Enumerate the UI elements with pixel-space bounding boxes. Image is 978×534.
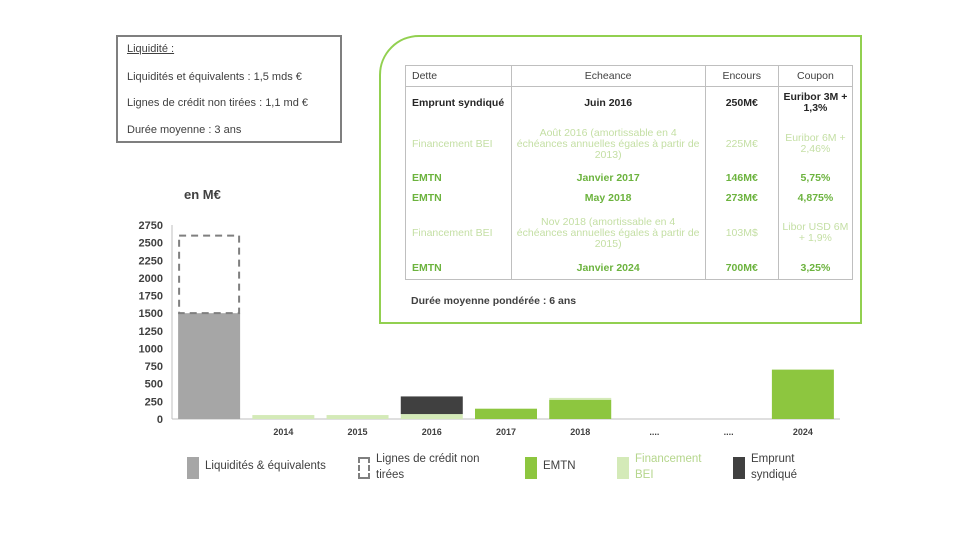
y-tick-label: 2250 [139, 255, 163, 267]
liquidity-title: Liquidité : [127, 43, 175, 55]
legend-label: Emprunt syndiqué [751, 453, 798, 481]
debt-cell-dette: Financement BEI [405, 119, 512, 169]
debt-row: EMTN Janvier 2024 700M€ 3,25% [405, 257, 854, 280]
y-tick-label: 2500 [139, 238, 163, 250]
debt-cell-dette: Financement BEI [405, 208, 512, 258]
debt-cell-coupon: 5,75% [777, 168, 854, 189]
bar-emtn [549, 399, 612, 419]
debt-cell-coupon: Libor USD 6M + 1,9% [777, 208, 854, 258]
debt-table-header-row: Dette Echeance Encours Coupon [405, 65, 854, 87]
legend-swatch [525, 457, 537, 479]
debt-header-coupon: Coupon [777, 65, 854, 87]
debt-row: EMTN Janvier 2017 146M€ 5,75% [405, 168, 854, 189]
legend-swatch [187, 457, 199, 479]
bar-bei [549, 397, 612, 400]
legend-label: Liquidités & équivalents [205, 460, 326, 472]
bar-bei [252, 415, 315, 419]
bar-emtn [771, 369, 834, 419]
debt-table: Dette Echeance Encours Coupon Emprunt sy… [405, 65, 854, 280]
debt-header-encours: Encours [704, 65, 779, 87]
liquidity-credit-line: Lignes de crédit non tirées : 1,1 md € [127, 97, 308, 109]
x-tick-label: 2024 [793, 427, 813, 437]
liquidity-cash-line: Liquidités et équivalents : 1,5 mds € [127, 71, 302, 83]
legend-label: Financement BEI [635, 453, 702, 481]
debt-cell-dette: Emprunt syndiqué [405, 86, 512, 120]
bar-synd [400, 396, 463, 415]
y-tick-label: 2750 [139, 220, 163, 232]
debt-cell-echeance: Nov 2018 (amortissable en 4 échéances an… [510, 208, 706, 258]
debt-cell-coupon: 3,25% [777, 257, 854, 280]
y-tick-label: 1500 [139, 308, 163, 320]
x-tick-label: 2014 [273, 427, 293, 437]
x-tick-label: 2015 [348, 427, 368, 437]
debt-cell-encours: 250M€ [704, 86, 779, 120]
debt-cell-echeance: Août 2016 (amortissable en 4 échéances a… [510, 119, 706, 169]
x-tick-label: 2018 [570, 427, 590, 437]
chart-unit-label: en M€ [184, 187, 221, 202]
debt-row: Financement BEI Nov 2018 (amortissable e… [405, 208, 854, 258]
debt-cell-encours: 225M€ [704, 119, 779, 169]
bar-lignes-credit [178, 234, 241, 315]
x-tick-label: .... [724, 427, 734, 437]
debt-cell-coupon: Euribor 6M + 2,46% [777, 119, 854, 169]
legend-swatch [358, 457, 370, 479]
bar-emtn [475, 408, 537, 419]
bar-bei [400, 414, 463, 419]
x-tick-label: 2016 [422, 427, 442, 437]
legend-label: EMTN [543, 460, 576, 472]
legend-swatch [617, 457, 629, 479]
y-tick-label: 1000 [139, 343, 163, 355]
y-tick-label: 1750 [139, 291, 163, 303]
y-tick-label: 0 [157, 414, 163, 426]
legend-label: Lignes de crédit non tirées [376, 453, 480, 481]
debt-row: Emprunt syndiqué Juin 2016 250M€ Euribor… [405, 86, 854, 120]
y-tick-label: 500 [145, 379, 163, 391]
debt-cell-encours: 103M$ [704, 208, 779, 258]
debt-box: Dette Echeance Encours Coupon Emprunt sy… [379, 35, 862, 324]
liquidity-duration-line: Durée moyenne : 3 ans [127, 124, 242, 136]
debt-cell-coupon: Euribor 3M + 1,3% [777, 86, 854, 120]
liquidity-box: Liquidité : Liquidités et équivalents : … [116, 35, 342, 143]
y-tick-label: 2000 [139, 273, 163, 285]
legend-swatch [733, 457, 745, 479]
debt-header-dette: Dette [405, 65, 512, 87]
debt-cell-coupon: 4,875% [777, 188, 854, 209]
x-tick-label: .... [649, 427, 659, 437]
y-tick-label: 250 [145, 396, 163, 408]
bar-bei [326, 415, 389, 419]
bar-liquidites [178, 313, 241, 419]
y-tick-label: 750 [145, 361, 163, 373]
debt-header-echeance: Echeance [510, 65, 706, 87]
debt-cell-echeance: Juin 2016 [510, 86, 706, 120]
weighted-duration: Durée moyenne pondérée : 6 ans [411, 295, 577, 307]
y-tick-label: 1250 [139, 326, 163, 338]
debt-row: Financement BEI Août 2016 (amortissable … [405, 119, 854, 169]
debt-row: EMTN May 2018 273M€ 4,875% [405, 188, 854, 209]
x-tick-label: 2017 [496, 427, 516, 437]
